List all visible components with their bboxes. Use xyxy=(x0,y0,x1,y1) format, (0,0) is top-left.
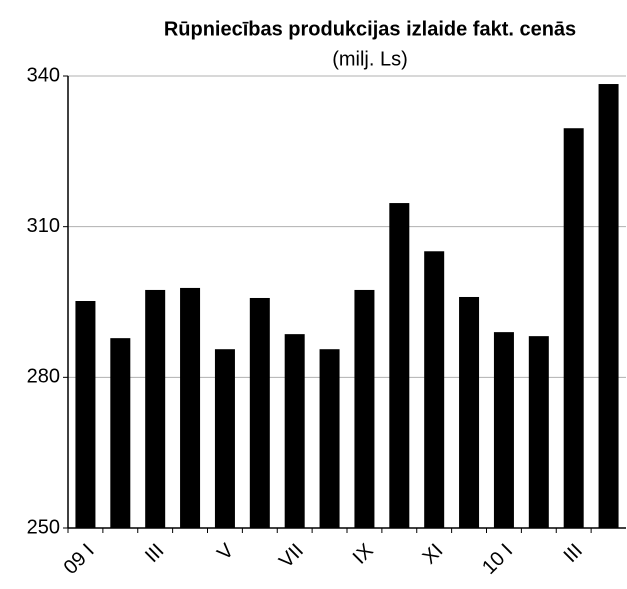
x-tick-label: 09 I xyxy=(60,540,99,579)
x-tick-label: XI xyxy=(419,540,448,569)
bar xyxy=(563,128,584,528)
bar xyxy=(493,332,514,528)
bar xyxy=(284,334,305,528)
bar xyxy=(75,300,96,528)
x-tick-label: III xyxy=(141,540,168,567)
chart-title: Rūpniecības produkcijas izlaide fakt. ce… xyxy=(164,18,576,40)
bar xyxy=(145,289,166,528)
x-tick-label: V xyxy=(213,539,238,564)
chart-subtitle: (milj. Ls) xyxy=(332,48,408,70)
bar xyxy=(389,203,410,528)
bar xyxy=(180,287,201,528)
y-tick-label: 280 xyxy=(27,366,60,388)
y-tick-label: 250 xyxy=(27,516,60,538)
bar xyxy=(424,251,445,528)
bar xyxy=(214,349,235,528)
x-tick-label: IX xyxy=(349,540,378,569)
x-tick-label: VII xyxy=(275,540,308,573)
y-tick-label: 310 xyxy=(27,215,60,237)
bar xyxy=(319,349,340,528)
bar xyxy=(354,289,375,528)
y-tick-label: 340 xyxy=(27,64,60,86)
bar xyxy=(598,84,619,528)
x-tick-label: III xyxy=(560,540,587,567)
x-tick-label: 10 I xyxy=(478,540,517,579)
bar xyxy=(110,338,131,528)
bar xyxy=(528,336,549,528)
bar xyxy=(249,297,270,528)
bar xyxy=(459,296,480,528)
